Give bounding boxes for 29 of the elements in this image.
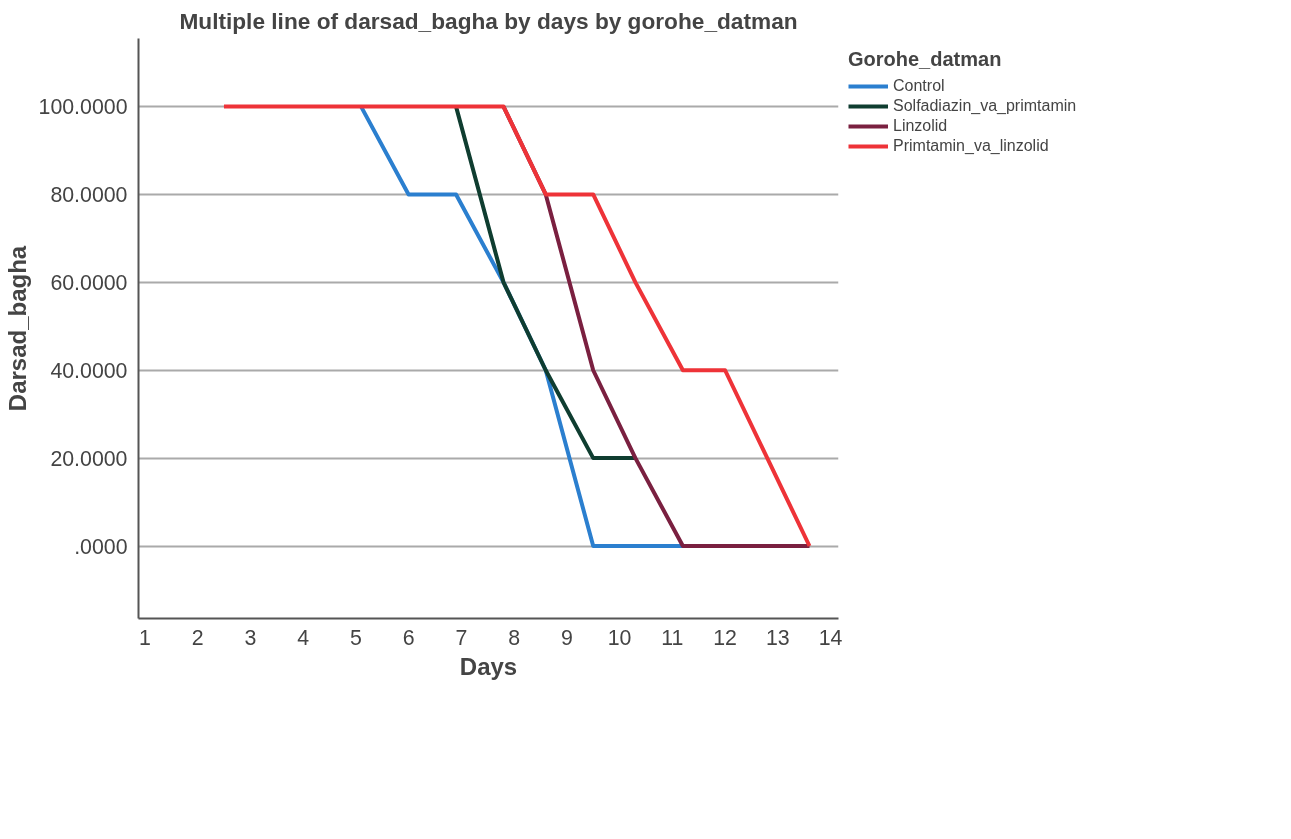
y-tick-label: 100.0000 <box>38 95 128 120</box>
x-tick-label: 5 <box>349 625 362 650</box>
line-series <box>221 104 812 548</box>
x-axis-title: Days <box>459 652 518 680</box>
x-tick-label: 6 <box>402 625 415 650</box>
y-axis-title: Darsad_bagha <box>3 245 31 412</box>
x-tick-label: 11 <box>661 625 684 650</box>
x-tick-label: 3 <box>244 625 257 650</box>
x-tick-label: 1 <box>138 625 151 650</box>
x-tick-label: 7 <box>455 625 468 650</box>
y-tick-label: 60.0000 <box>50 270 128 295</box>
x-tick-label: 13 <box>765 625 790 650</box>
legend-label: Linzolid <box>893 117 948 135</box>
legend-label: Solfadiazin_va_primtamin <box>893 97 1077 115</box>
x-tick-label: 12 <box>713 625 737 650</box>
y-tick-label: 40.0000 <box>50 358 128 383</box>
legend-label: Control <box>893 77 945 95</box>
y-tick-label: 20.0000 <box>50 446 128 471</box>
y-tick-label: 80.0000 <box>50 182 128 207</box>
x-tick-label: 10 <box>607 625 632 650</box>
x-tick-label: 8 <box>508 625 521 650</box>
legend-label: Primtamin_va_linzolid <box>893 137 1049 155</box>
x-tick-label: 4 <box>297 625 310 650</box>
y-tick-label: .0000 <box>74 534 128 559</box>
chart-title: Multiple line of darsad_bagha by days by gorohe_datman <box>179 7 798 34</box>
legend-title: Gorohe_datman <box>848 48 1003 71</box>
x-tick-label: 14 <box>818 625 843 650</box>
x-tick-label: 2 <box>191 625 204 650</box>
x-tick-label: 9 <box>560 625 573 650</box>
